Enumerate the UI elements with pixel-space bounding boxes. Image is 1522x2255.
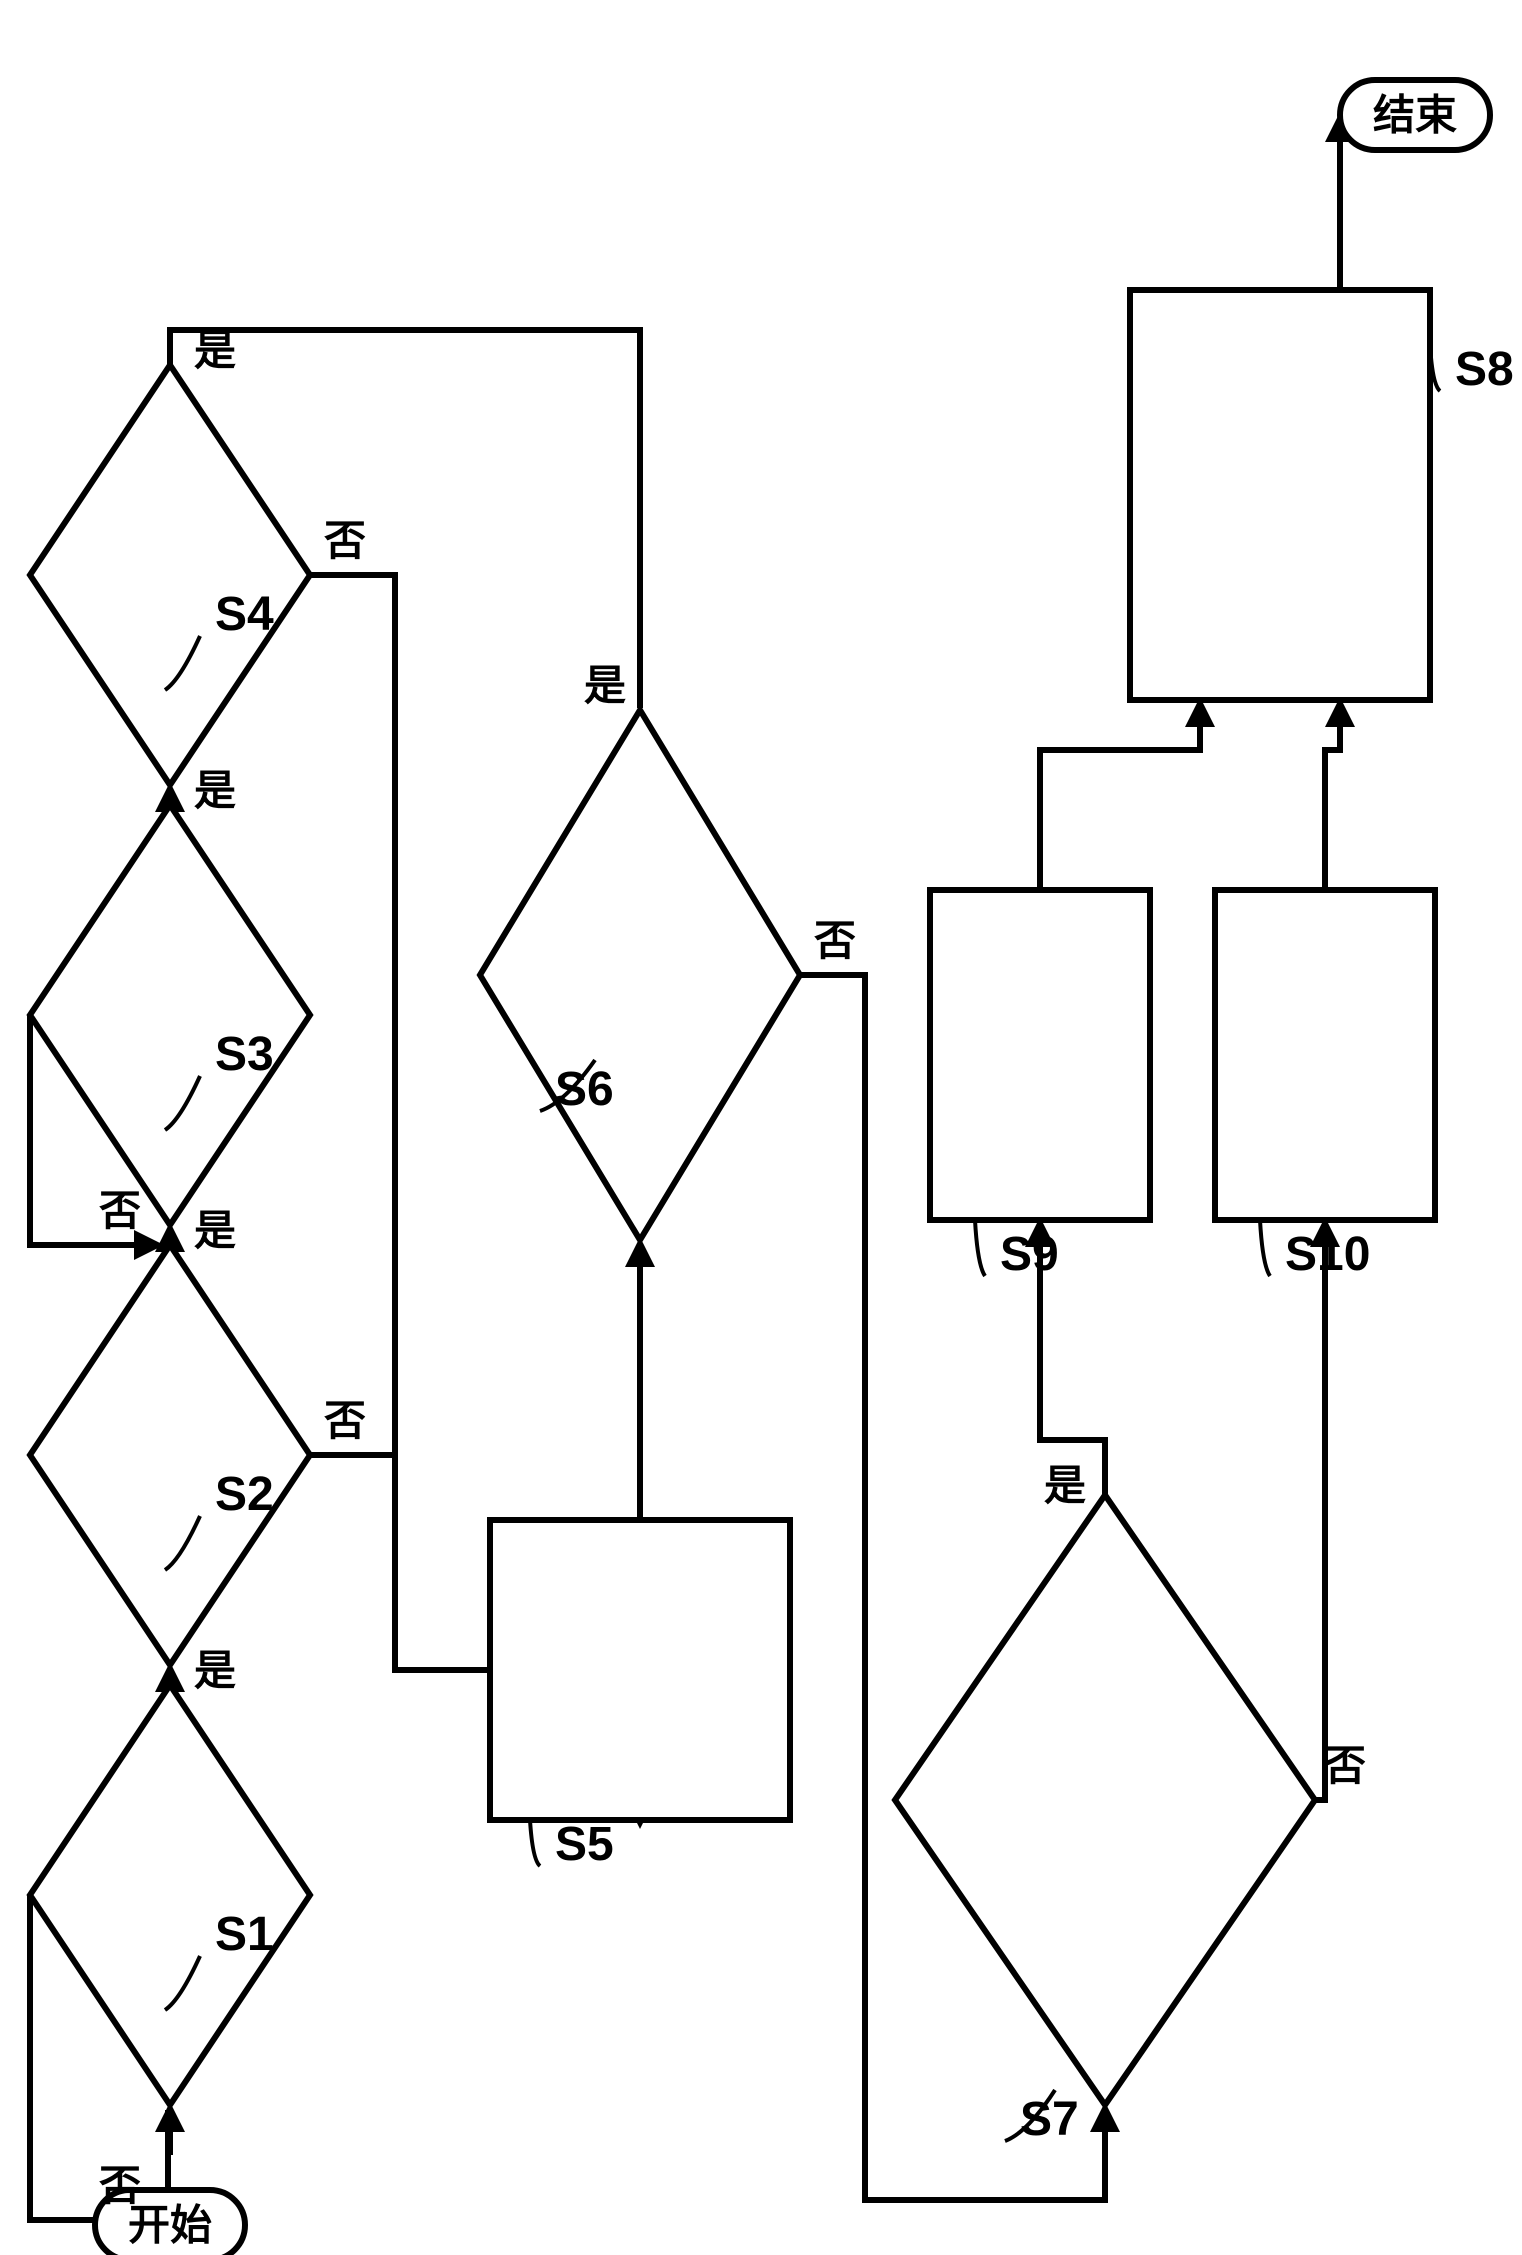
branch-label-S6-no: 否 xyxy=(814,917,856,964)
label-S3: S3 xyxy=(215,1028,274,1081)
branch-label-S1-yes: 是 xyxy=(194,1647,236,1694)
branch-label-S2-yes: 是 xyxy=(194,1207,236,1254)
label-S8: S8 xyxy=(1455,343,1514,396)
label-S5: S5 xyxy=(555,1818,614,1871)
label-S4: S4 xyxy=(215,588,274,641)
branch-label-S1-no: 否 xyxy=(99,2162,141,2209)
process-S10 xyxy=(1215,890,1435,1220)
branch-label-S7-yes: 是 xyxy=(1044,1462,1086,1509)
process-S8 xyxy=(1130,290,1430,700)
branch-label-S6-yes: 是 xyxy=(584,662,626,709)
label-S7: S7 xyxy=(1020,2093,1079,2146)
label-S2: S2 xyxy=(215,1468,274,1521)
branch-label-S4-no: 否 xyxy=(324,517,366,564)
branch-label-S3-yes: 是 xyxy=(194,767,236,814)
flowchart-diagram: 开始结束S1S2S3S4S5S6S7S9S10S8是否是否是否是否是否是否 xyxy=(0,0,1522,2255)
label-S10: S10 xyxy=(1285,1228,1370,1281)
terminator-label: 结束 xyxy=(1373,92,1457,139)
label-S9: S9 xyxy=(1000,1228,1059,1281)
branch-label-S3-no: 否 xyxy=(99,1187,141,1234)
label-S6: S6 xyxy=(555,1063,614,1116)
process-S5 xyxy=(490,1520,790,1820)
process-S9 xyxy=(930,890,1150,1220)
branch-label-S2-no: 否 xyxy=(324,1397,366,1444)
branch-label-S4-yes: 是 xyxy=(194,327,236,374)
branch-label-S7-no: 否 xyxy=(1324,1742,1366,1789)
label-S1: S1 xyxy=(215,1908,274,1961)
